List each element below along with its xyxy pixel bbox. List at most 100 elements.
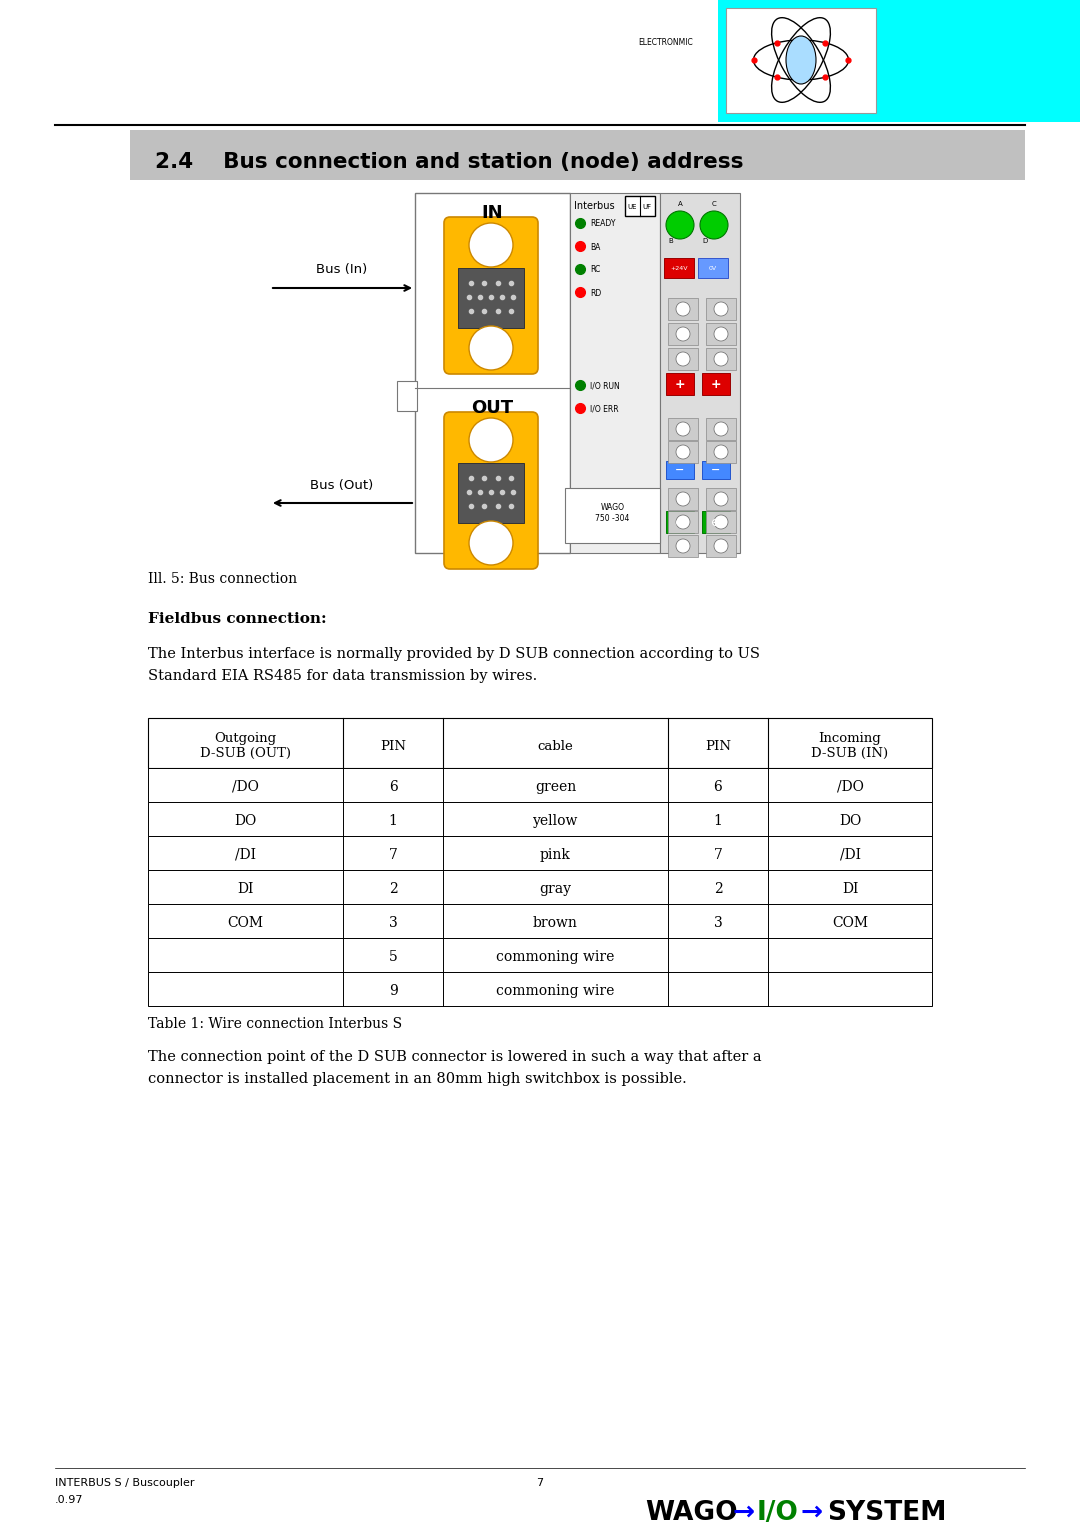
Text: brown: brown — [534, 915, 578, 931]
Text: PIN: PIN — [380, 740, 406, 752]
Text: Fieldbus connection:: Fieldbus connection: — [148, 613, 326, 626]
Circle shape — [714, 327, 728, 341]
Circle shape — [676, 303, 690, 316]
Bar — [669, 348, 698, 370]
Ellipse shape — [786, 37, 816, 84]
Bar — [130, 130, 1025, 180]
Text: 7: 7 — [714, 848, 723, 862]
Bar — [148, 769, 932, 802]
Bar — [669, 487, 698, 510]
Text: connector is installed placement in an 80mm high switchbox is possible.: connector is installed placement in an 8… — [148, 1073, 687, 1086]
Text: →: → — [733, 1500, 755, 1526]
Text: /DI: /DI — [235, 848, 256, 862]
Text: READY: READY — [590, 220, 616, 229]
Bar — [669, 442, 698, 463]
Circle shape — [666, 211, 694, 238]
Text: ⊕: ⊕ — [675, 518, 685, 529]
Bar — [669, 322, 698, 345]
FancyBboxPatch shape — [444, 217, 538, 374]
Text: /DI: /DI — [839, 848, 861, 862]
Bar — [458, 267, 524, 329]
Text: 3: 3 — [389, 915, 397, 931]
Bar — [706, 322, 735, 345]
Text: COM: COM — [832, 915, 868, 931]
Text: 2: 2 — [389, 882, 397, 895]
Text: green: green — [535, 779, 576, 795]
Bar — [706, 442, 735, 463]
Bar — [625, 196, 654, 215]
Text: OUT: OUT — [472, 399, 514, 417]
Text: Incoming
D-SUB (IN): Incoming D-SUB (IN) — [811, 732, 889, 759]
Text: −: − — [675, 465, 685, 475]
Bar — [702, 461, 730, 478]
Circle shape — [700, 211, 728, 238]
Text: DO: DO — [839, 814, 861, 828]
Bar — [148, 972, 932, 1005]
Text: /DO: /DO — [837, 779, 863, 795]
Text: 7: 7 — [389, 848, 397, 862]
Text: INTERBUS S / Buscoupler: INTERBUS S / Buscoupler — [55, 1478, 194, 1488]
Bar — [669, 419, 698, 440]
Text: BA: BA — [590, 243, 600, 252]
FancyBboxPatch shape — [444, 413, 538, 568]
Text: +: + — [711, 379, 721, 391]
Circle shape — [714, 422, 728, 435]
Text: Bus (Out): Bus (Out) — [310, 478, 374, 492]
Bar — [706, 298, 735, 319]
Bar — [148, 938, 932, 972]
Text: cable: cable — [538, 740, 573, 752]
Text: ⊕: ⊕ — [712, 518, 720, 529]
Bar — [148, 905, 932, 938]
Text: The connection point of the D SUB connector is lowered in such a way that after : The connection point of the D SUB connec… — [148, 1050, 761, 1063]
Text: 2: 2 — [714, 882, 723, 895]
Bar — [666, 510, 694, 533]
Bar — [148, 836, 932, 869]
Circle shape — [469, 325, 513, 370]
Text: gray: gray — [540, 882, 571, 895]
Text: WAGO: WAGO — [645, 1500, 738, 1526]
Text: 6: 6 — [714, 779, 723, 795]
Text: I/O RUN: I/O RUN — [590, 382, 620, 391]
Bar — [706, 510, 735, 533]
Text: /DO: /DO — [232, 779, 259, 795]
Bar — [718, 0, 1080, 122]
Bar — [397, 380, 417, 411]
Text: 1: 1 — [389, 814, 397, 828]
Text: WAGO
750 -304: WAGO 750 -304 — [595, 503, 630, 523]
Circle shape — [714, 303, 728, 316]
Bar — [702, 510, 730, 533]
Text: A: A — [677, 202, 683, 206]
Text: ELECTRONMIC: ELECTRONMIC — [638, 38, 692, 47]
Circle shape — [676, 445, 690, 458]
Circle shape — [676, 515, 690, 529]
Text: RC: RC — [590, 266, 600, 275]
Text: commoning wire: commoning wire — [497, 984, 615, 998]
Text: Outgoing
D-SUB (OUT): Outgoing D-SUB (OUT) — [200, 732, 291, 759]
Text: 1: 1 — [714, 814, 723, 828]
Bar — [664, 258, 694, 278]
Text: .0.97: .0.97 — [55, 1494, 83, 1505]
Text: +24V: +24V — [671, 266, 688, 272]
Bar — [148, 802, 932, 836]
Bar — [666, 373, 694, 396]
Text: SYSTEM: SYSTEM — [827, 1500, 946, 1526]
Circle shape — [469, 223, 513, 267]
Text: Interbus: Interbus — [573, 202, 615, 211]
Text: 5: 5 — [389, 950, 397, 964]
Circle shape — [676, 422, 690, 435]
Bar — [148, 718, 932, 769]
Text: IN: IN — [482, 205, 503, 222]
Text: PIN: PIN — [705, 740, 731, 752]
Circle shape — [714, 351, 728, 367]
Text: COM: COM — [228, 915, 264, 931]
Circle shape — [469, 521, 513, 565]
Bar — [706, 535, 735, 558]
Text: The Interbus interface is normally provided by D SUB connection according to US: The Interbus interface is normally provi… — [148, 646, 760, 662]
Text: 6: 6 — [389, 779, 397, 795]
Text: DI: DI — [238, 882, 254, 895]
Text: pink: pink — [540, 848, 571, 862]
Text: Bus (In): Bus (In) — [316, 263, 367, 277]
Text: D: D — [702, 238, 707, 244]
Bar — [458, 463, 524, 523]
Circle shape — [676, 539, 690, 553]
